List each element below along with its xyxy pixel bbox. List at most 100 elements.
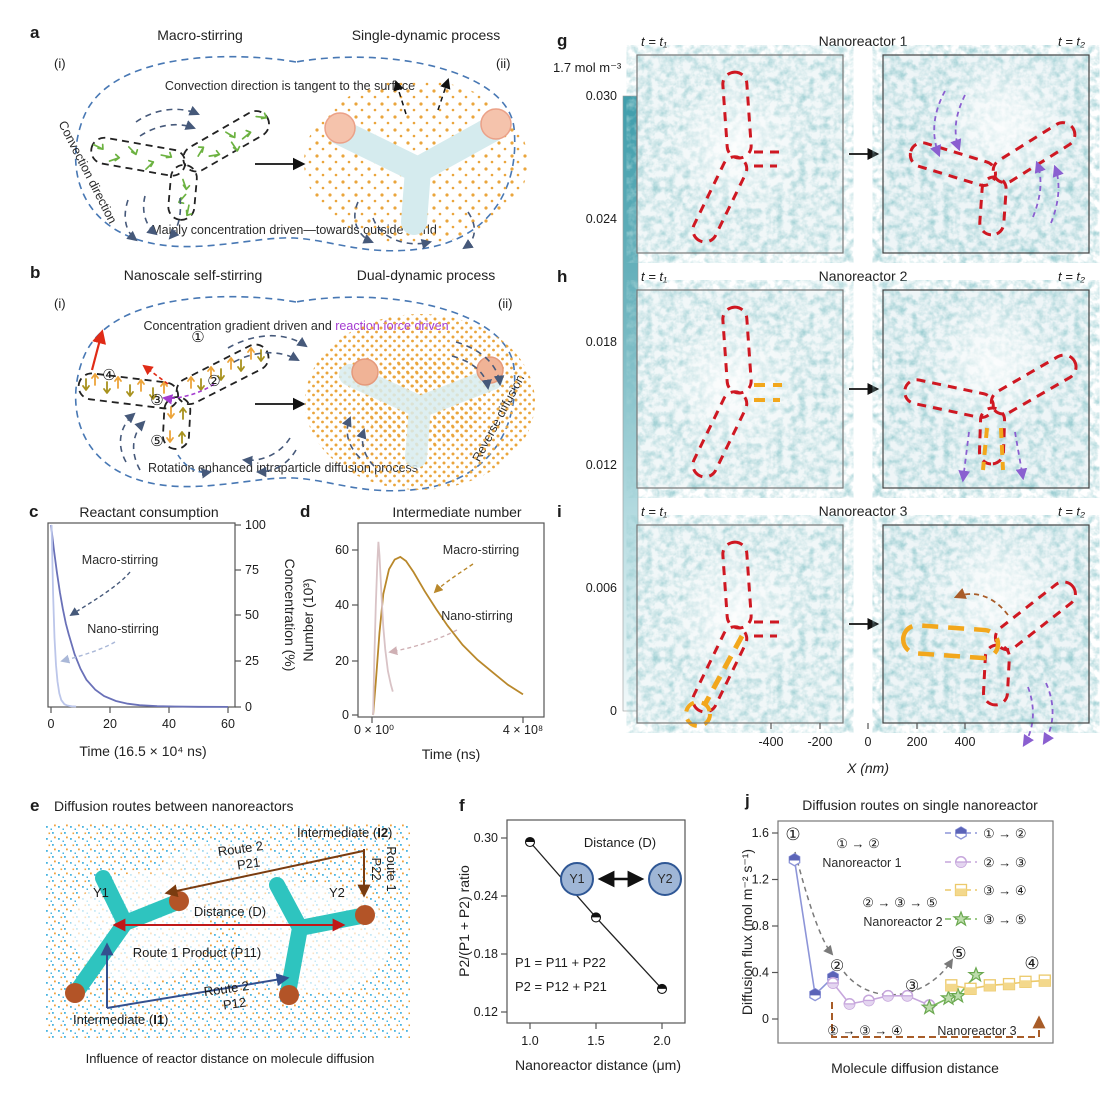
site-number-4: ④: [102, 367, 115, 384]
svg-text:0 × 10⁰: 0 × 10⁰: [354, 723, 394, 737]
g-t1-label: t = t₁: [641, 34, 667, 49]
macro-stirring-curve: [50, 524, 229, 708]
rotation-direction-arrows: [930, 90, 1064, 224]
svg-text:Route 2: Route 2: [203, 978, 250, 999]
nanoreactor-outline: [691, 305, 753, 479]
svg-text:0.24: 0.24: [474, 889, 498, 903]
site-number-5: ⑤: [150, 433, 163, 450]
route2-p12-arrow: [106, 973, 290, 1009]
svg-text:0.018: 0.018: [586, 335, 617, 349]
convection-arrows-left: [124, 105, 200, 242]
red-dashed-arrow: [142, 364, 169, 385]
axis-ticks: [772, 832, 778, 1020]
legend: ① → ② ② → ③ ③ → ④ ③ → ⑤: [945, 826, 1027, 927]
y-axis-label: Concentration (%): [282, 559, 295, 672]
nanoreactor-outline: [691, 70, 780, 244]
y-axis-label: P2/(P1 + P2) ratio: [456, 865, 472, 977]
y1-label: Y1: [93, 885, 109, 900]
series-2-3: [827, 977, 936, 1012]
h-t2-label: t = t₂: [1058, 269, 1085, 284]
svg-text:20: 20: [335, 654, 349, 668]
svg-text:Route 1: Route 1: [384, 846, 399, 892]
route2-p12-label: Route 2 P12: [203, 978, 250, 1013]
legend-label-4: ③ → ⑤: [983, 912, 1027, 927]
svg-text:0.8: 0.8: [752, 919, 769, 933]
svg-text:0.012: 0.012: [586, 458, 617, 472]
distance-label: Distance (D): [194, 904, 266, 919]
y-tick-labels: 1.6 1.2 0.8 0.4 0: [752, 826, 769, 1026]
y-axis-label: Number (10³): [300, 578, 316, 661]
svg-text:1.6: 1.6: [752, 826, 769, 840]
g-t2-label: t = t₂: [1058, 34, 1085, 49]
route2-sequence: ② → ③ → ⑤: [862, 895, 937, 910]
panel-a-top-text: Convection direction is tangent to the s…: [165, 79, 415, 93]
panel-a: a Macro-stirring Single-dynamic process …: [30, 23, 528, 252]
ejection-arrows: [958, 431, 1028, 483]
panel-b-title-right: Dual-dynamic process: [357, 267, 496, 283]
svg-text:0.12: 0.12: [474, 1005, 498, 1019]
route1-product-label: Route 1 Product (P11): [133, 945, 261, 960]
ratio-series: [524, 836, 668, 994]
nanoreactor-y1: [65, 870, 189, 1003]
panel-a-title-right: Single-dynamic process: [352, 27, 501, 43]
panel-d-label: d: [300, 502, 310, 521]
svg-text:0: 0: [865, 735, 872, 749]
nano-stirring-curve: [50, 524, 77, 708]
panel-j: j Diffusion routes on single nanoreactor…: [740, 791, 1054, 1076]
route3-name: Nanoreactor 3: [937, 1024, 1016, 1038]
reverse-diffusion-arrows: [341, 341, 505, 467]
svg-text:0.18: 0.18: [474, 947, 498, 961]
panel-c: c Reactant consumption 100 75 50 25 0 0 …: [29, 502, 295, 759]
svg-text:0.030: 0.030: [586, 89, 617, 103]
h-image-t1: [636, 289, 844, 489]
svg-text:4 × 10⁸: 4 × 10⁸: [503, 723, 543, 737]
panel-e: e Diffusion routes between nanoreactors …: [30, 796, 410, 1066]
ejection-highlight: [981, 427, 1005, 471]
nano-stirring-annotation: Nano-stirring: [441, 609, 513, 623]
route2-name: Nanoreactor 2: [863, 915, 942, 929]
x-axis-label: Nanoreactor distance (μm): [515, 1057, 681, 1073]
outward-diffusion-arrows: [393, 78, 451, 115]
panel-b: b Nanoscale self-stirring Dual-dynamic p…: [30, 263, 535, 492]
equation-p2: P2 = P12 + P21: [515, 979, 607, 994]
svg-text:0: 0: [48, 717, 55, 731]
panel-e-title: Diffusion routes between nanoreactors: [54, 798, 293, 814]
x-tick-labels: -400 -200 0 200 400: [758, 735, 975, 749]
svg-text:60: 60: [221, 717, 235, 731]
ejection-arrows: [1022, 682, 1054, 747]
rotation-brown-arrow: [953, 588, 1009, 616]
series-3-4: [945, 974, 1051, 995]
svg-text:50: 50: [245, 608, 259, 622]
svg-text:60: 60: [335, 543, 349, 557]
macro-stirring-annotation: Macro-stirring: [443, 543, 519, 557]
y1-node: [560, 862, 594, 896]
g-image-t1: [636, 54, 844, 254]
panel-b-title-left: Nanoscale self-stirring: [124, 267, 263, 283]
panel-a-sub-ii: (ii): [496, 56, 510, 71]
nanoreactor-outline: [903, 353, 1078, 483]
x-axis-label: Time (ns): [422, 746, 481, 762]
h-image-t2: [882, 289, 1090, 489]
product-sphere: [351, 358, 379, 386]
y-tick-labels: 60 40 20 0: [335, 543, 349, 722]
h-title: Nanoreactor 2: [819, 268, 908, 284]
annotation-site-2: ②: [830, 958, 844, 975]
self-stirring-nanoreactor-outline: [77, 343, 270, 450]
svg-text:0.024: 0.024: [586, 212, 617, 226]
y-tick-labels: 100 75 50 25 0: [245, 518, 266, 714]
svg-text:1.0: 1.0: [521, 1034, 538, 1048]
route1-p22-label: Route 1 P22: [369, 846, 399, 892]
svg-text:Route 2: Route 2: [217, 838, 264, 859]
site-number-2: ②: [207, 373, 220, 390]
route2-p21-label: Route 2 P21: [217, 838, 264, 873]
single-dynamic-nanoreactor: [304, 78, 528, 250]
colorbar-tick-labels: 0.030 0.024 0.018 0.012 0.006 0: [586, 89, 617, 718]
y-tick-labels: 0.30 0.24 0.18 0.12: [474, 831, 498, 1019]
panel-b-sub-ii: (ii): [498, 296, 512, 311]
y2-node: [648, 862, 682, 896]
svg-text:400: 400: [955, 735, 976, 749]
i-t2-label: t = t₂: [1058, 504, 1085, 519]
x-tick-labels: 0 20 40 60: [48, 717, 235, 731]
panel-e-caption: Influence of reactor distance on molecul…: [86, 1051, 375, 1066]
panel-e-label: e: [30, 796, 39, 815]
